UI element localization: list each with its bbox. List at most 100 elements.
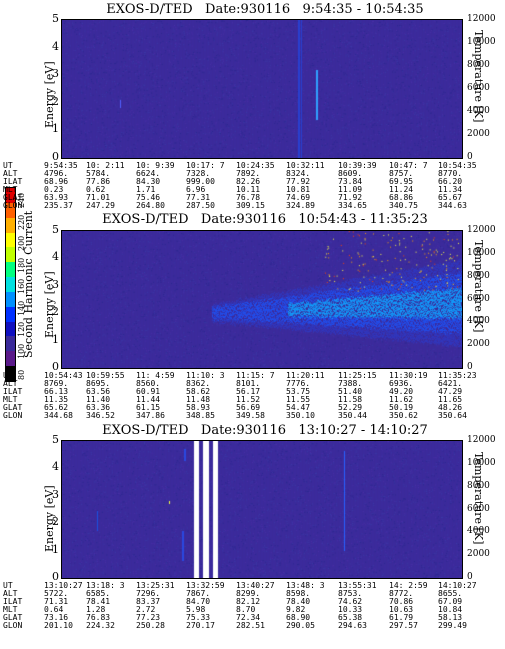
ephemeris-value: 58.13 <box>438 613 463 622</box>
ephemeris-value: 77.31 <box>186 193 211 202</box>
ephemeris-value: 11.52 <box>236 395 261 404</box>
ephemeris-value: 75.33 <box>186 613 211 622</box>
temperature-tick-label: 0 <box>467 152 473 162</box>
ephemeris-value: 270.17 <box>186 621 215 630</box>
ephemeris-value: 14:10:27 <box>438 581 477 590</box>
ephemeris-value: 11:30:19 <box>389 371 428 380</box>
energy-tick-label: 5 <box>52 12 59 25</box>
ephemeris-row-label: MLT <box>3 185 18 194</box>
ephemeris-value: 0.62 <box>86 185 106 194</box>
ephemeris-table: UT 9:54:35 10: 2:11 10: 9:39 10:17: 7 10:24:3… <box>0 162 505 214</box>
ephemeris-row-label: ALT <box>3 589 18 598</box>
ephemeris-value: 73.16 <box>44 613 69 622</box>
ephemeris-row-label: GLON <box>3 621 23 630</box>
panel-3-spectrogram <box>61 440 463 579</box>
ephemeris-value: 69.95 <box>389 177 414 186</box>
ephemeris-value: 72.34 <box>236 613 261 622</box>
panel-1-spectrogram <box>61 19 463 159</box>
temperature-tick-label: 2000 <box>467 549 490 560</box>
colorbar-segment <box>6 336 15 352</box>
ephemeris-table: UT 10:54:43 10:59:55 11: 4:59 11:10: 3 11:15:… <box>0 372 505 424</box>
ephemeris-value: 54.47 <box>286 403 311 412</box>
ephemeris-value: 8609. <box>338 169 363 178</box>
ephemeris-value: 9.82 <box>286 605 306 614</box>
ephemeris-value: 350.62 <box>389 411 418 420</box>
ephemeris-row-label: GLAT <box>3 403 23 412</box>
colorbar-segment <box>6 321 15 337</box>
ephemeris-value: 282.51 <box>236 621 265 630</box>
ephemeris-value: 13:55:31 <box>338 581 377 590</box>
ephemeris-value: 11:10: 3 <box>186 371 225 380</box>
temperature-tick-label: 8000 <box>467 480 490 491</box>
ephemeris-value: 74.62 <box>338 597 363 606</box>
energy-tick-label: 3 <box>52 67 59 81</box>
energy-tick-label: 4 <box>52 460 59 474</box>
ephemeris-value: 8695. <box>86 379 111 388</box>
temperature-tick-label: 2000 <box>467 339 490 350</box>
ephemeris-row-label: UT <box>3 371 13 380</box>
energy-tick-label: 3 <box>52 487 59 501</box>
ephemeris-value: 84.30 <box>136 177 161 186</box>
ephemeris-value: 71.31 <box>44 597 69 606</box>
ephemeris-value: 348.85 <box>186 411 215 420</box>
ephemeris-value: 77.92 <box>286 177 311 186</box>
colorbar <box>5 187 16 382</box>
ephemeris-value: 11.65 <box>438 395 463 404</box>
energy-tick-label: 1 <box>52 122 59 136</box>
ephemeris-value: 10:54:35 <box>438 161 477 170</box>
ephemeris-value: 8362. <box>186 379 211 388</box>
ephemeris-value: 10: 2:11 <box>86 161 125 170</box>
ephemeris-value: 10:47: 7 <box>389 161 428 170</box>
ephemeris-value: 66.13 <box>44 387 69 396</box>
ephemeris-value: 75.46 <box>136 193 161 202</box>
ephemeris-value: 1.71 <box>136 185 156 194</box>
ephemeris-value: 10:39:39 <box>338 161 377 170</box>
ephemeris-value: 82.12 <box>236 597 261 606</box>
temperature-tick-label: 8000 <box>467 270 490 281</box>
temperature-tick-label: 12000 <box>467 14 496 24</box>
ephemeris-value: 10:17: 7 <box>186 161 225 170</box>
ephemeris-value: 67.09 <box>438 597 463 606</box>
energy-tick-label: 0 <box>52 360 59 373</box>
ephemeris-value: 73.84 <box>338 177 363 186</box>
ephemeris-value: 5784. <box>86 169 111 178</box>
ephemeris-value: 77.23 <box>136 613 161 622</box>
ephemeris-row-label: UT <box>3 581 13 590</box>
colorbar-segment <box>6 306 15 323</box>
ephemeris-value: 10:24:35 <box>236 161 275 170</box>
temperature-tick-label: 10000 <box>467 37 496 47</box>
ephemeris-value: 349.58 <box>236 411 265 420</box>
ephemeris-value: 14: 2:59 <box>389 581 428 590</box>
colorbar-tick-label: 160 <box>17 278 26 294</box>
ephemeris-value: 61.79 <box>389 613 414 622</box>
ephemeris-value: 8655. <box>438 589 463 598</box>
colorbar-tick-label: 200 <box>17 235 26 251</box>
energy-tick-label: 0 <box>52 570 59 583</box>
ephemeris-value: 297.57 <box>389 621 418 630</box>
ephemeris-value: 250.28 <box>136 621 165 630</box>
ephemeris-value: 58.62 <box>186 387 211 396</box>
ephemeris-value: 63.93 <box>44 193 69 202</box>
ephemeris-value: 49.20 <box>389 387 414 396</box>
ephemeris-value: 13:18: 3 <box>86 581 125 590</box>
ephemeris-value: 11:15: 7 <box>236 371 275 380</box>
ephemeris-value: 11.09 <box>338 185 363 194</box>
ephemeris-value: 11.44 <box>136 395 161 404</box>
ephemeris-row-label: ILAT <box>3 177 23 186</box>
energy-tick-label: 4 <box>52 250 59 264</box>
ephemeris-value: 350.10 <box>286 411 315 420</box>
ephemeris-value: 51.40 <box>338 387 363 396</box>
ephemeris-value: 63.56 <box>86 387 111 396</box>
ephemeris-value: 10:59:55 <box>86 371 125 380</box>
ephemeris-value: 0.23 <box>44 185 64 194</box>
ephemeris-value: 350.64 <box>438 411 467 420</box>
ephemeris-value: 344.63 <box>438 201 467 210</box>
ephemeris-value: 6421. <box>438 379 463 388</box>
temperature-tick-label: 6000 <box>467 503 490 514</box>
colorbar-segment <box>6 277 15 293</box>
panel-1-title: EXOS-D/TED Date:930116 9:54:35 - 10:54:3… <box>106 2 424 17</box>
ephemeris-value: 47.29 <box>438 387 463 396</box>
ephemeris-value: 8324. <box>286 169 311 178</box>
ephemeris-value: 287.50 <box>186 201 215 210</box>
ephemeris-value: 247.29 <box>86 201 115 210</box>
